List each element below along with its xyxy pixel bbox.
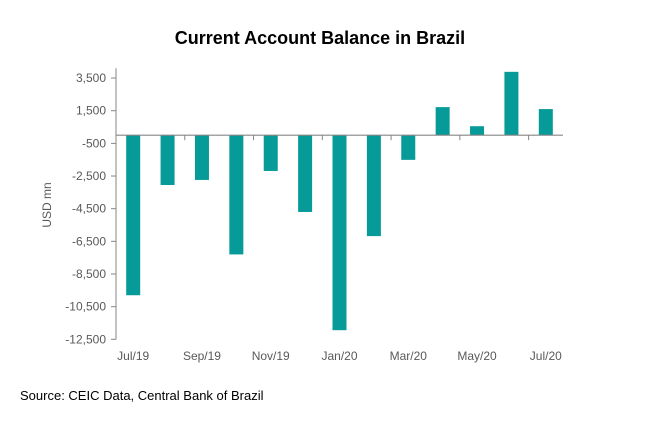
y-tick-label: 1,500 [76, 104, 106, 118]
y-tick-label: -4,500 [72, 202, 106, 216]
x-tick-label: Jan/20 [321, 349, 357, 363]
bar-dec-19 [298, 135, 313, 212]
source-note: Source: CEIC Data, Central Bank of Brazi… [20, 388, 264, 403]
x-tick-label: Sep/19 [183, 349, 221, 363]
bar-sep-19 [194, 135, 209, 180]
chart-title: Current Account Balance in Brazil [174, 28, 466, 48]
x-tick-label: Jul/19 [117, 349, 149, 363]
y-tick-label: 3,500 [76, 71, 106, 85]
y-tick-label: -12,500 [65, 332, 106, 346]
y-axis-title: USD mn [40, 182, 54, 227]
bar-oct-19 [229, 135, 244, 255]
bar-jul-19 [126, 135, 141, 296]
x-tick-label: Nov/19 [252, 349, 290, 363]
bar-may-20 [470, 126, 485, 136]
bar-aug-19 [160, 135, 175, 186]
y-tick-label: -10,500 [65, 300, 106, 314]
x-tick-label: Jul/20 [530, 349, 562, 363]
x-tick-label: May/20 [457, 349, 497, 363]
y-tick-label: -6,500 [72, 234, 106, 248]
bar-jul-20 [538, 109, 553, 136]
y-tick-label: -8,500 [72, 267, 106, 281]
bar-jan-20 [332, 135, 347, 331]
y-tick-label: -500 [82, 136, 106, 150]
bar-mar-20 [401, 135, 416, 160]
y-tick-label: -2,500 [72, 169, 106, 183]
bar-jun-20 [504, 71, 519, 136]
bar-apr-20 [435, 107, 450, 136]
bar-nov-19 [263, 135, 278, 171]
bar-feb-20 [366, 135, 381, 237]
x-tick-label: Mar/20 [390, 349, 428, 363]
